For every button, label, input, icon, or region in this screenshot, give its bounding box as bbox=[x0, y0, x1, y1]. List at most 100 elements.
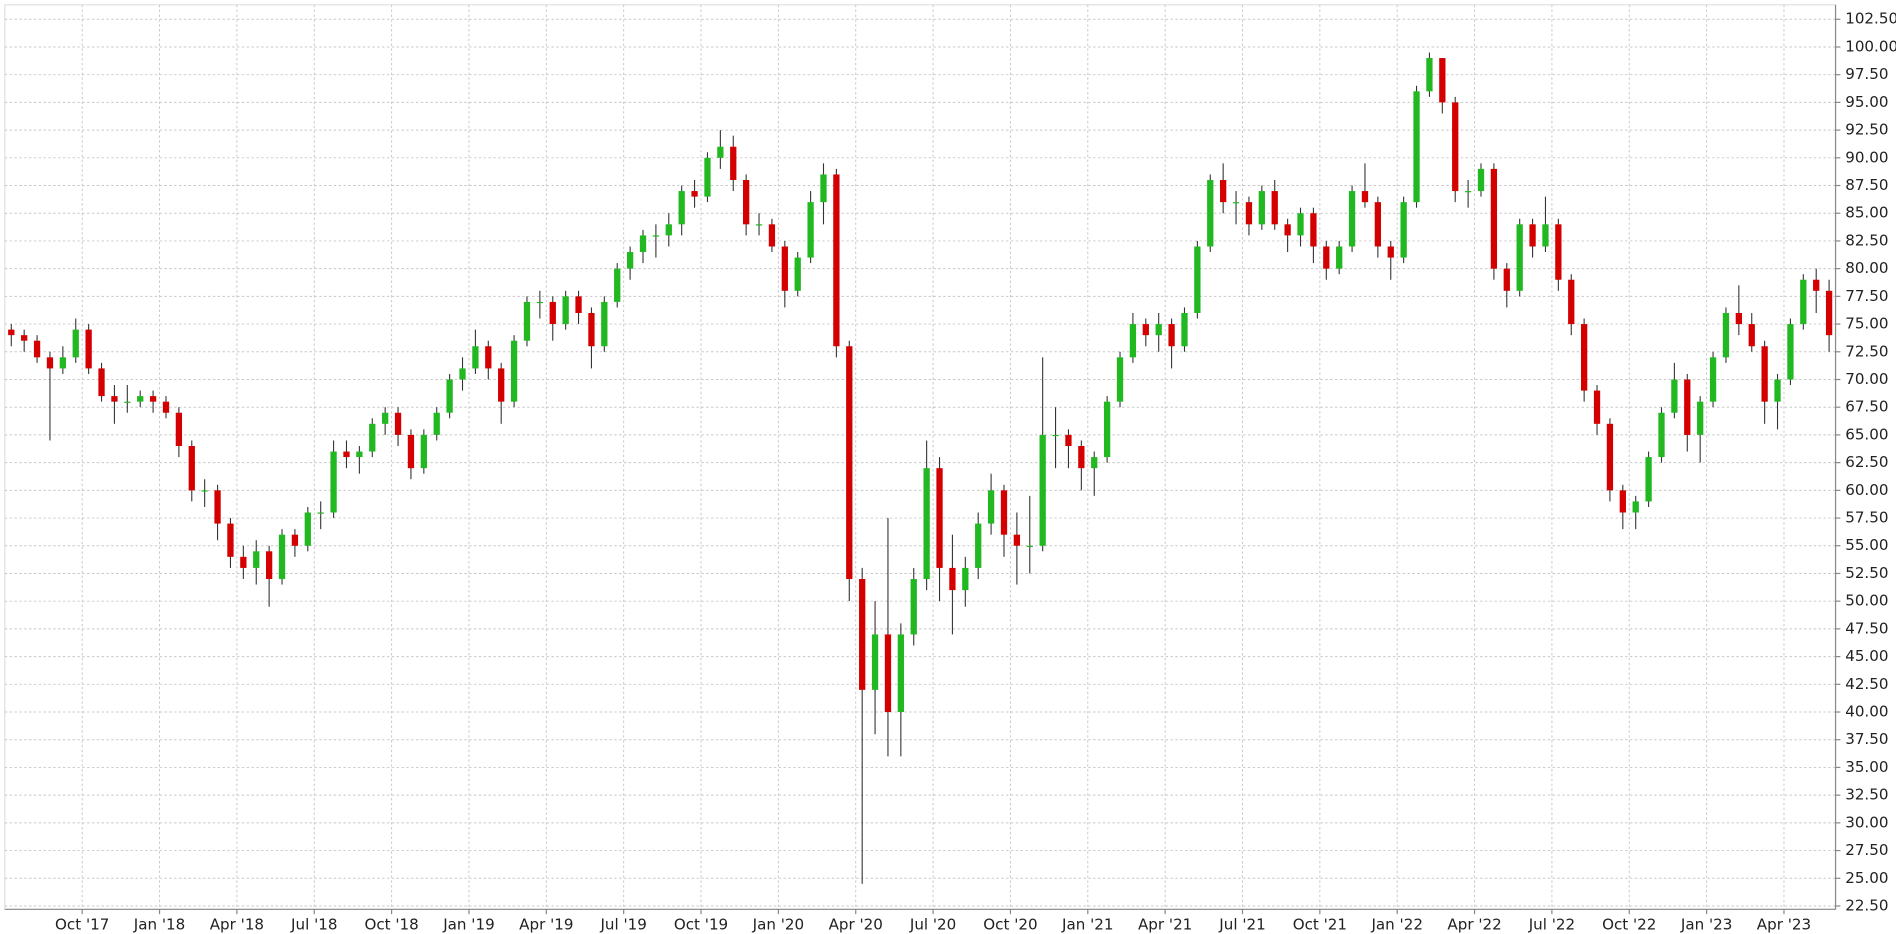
candle-body bbox=[1129, 324, 1137, 358]
candle-body bbox=[1477, 168, 1485, 192]
y-tick-label: 25.00 bbox=[1845, 869, 1888, 887]
candle-body bbox=[1825, 290, 1833, 336]
candle-body bbox=[72, 329, 79, 358]
candle-body bbox=[498, 368, 505, 402]
candle-body bbox=[1271, 191, 1278, 225]
candle-body bbox=[704, 157, 711, 197]
candle-body bbox=[1142, 324, 1149, 336]
x-tick-label: Jul '21 bbox=[1218, 916, 1265, 934]
candle-body bbox=[910, 579, 917, 635]
candle-body bbox=[987, 490, 995, 524]
x-tick-label: Jan '23 bbox=[1680, 916, 1732, 934]
candle-body bbox=[472, 346, 479, 369]
candle-body bbox=[278, 534, 286, 580]
candle-body bbox=[240, 556, 247, 568]
candle-body bbox=[317, 512, 324, 514]
y-tick-label: 50.00 bbox=[1845, 592, 1888, 610]
candle-body bbox=[265, 551, 273, 580]
candle-body bbox=[1155, 324, 1162, 336]
y-tick-label: 87.50 bbox=[1845, 176, 1888, 194]
candle-body bbox=[214, 490, 221, 524]
candle-body bbox=[291, 534, 299, 546]
y-tick-label: 92.50 bbox=[1845, 121, 1888, 139]
candle-body bbox=[459, 368, 466, 380]
candle-body bbox=[111, 396, 118, 402]
candle-body bbox=[1800, 279, 1807, 325]
candle-body bbox=[1310, 213, 1317, 247]
y-tick-label: 95.00 bbox=[1845, 93, 1888, 111]
candle-body bbox=[601, 301, 608, 347]
x-tick-label: Jul '19 bbox=[599, 916, 646, 934]
y-tick-label: 55.00 bbox=[1845, 536, 1888, 554]
candle-body bbox=[1503, 268, 1510, 291]
x-tick-label: Jul '20 bbox=[909, 916, 956, 934]
candle-body bbox=[1606, 423, 1614, 491]
x-tick-label: Oct '21 bbox=[1293, 916, 1347, 934]
candle-body bbox=[1568, 279, 1575, 325]
candle-body bbox=[188, 446, 195, 491]
candle-body bbox=[1684, 379, 1691, 435]
y-tick-label: 100.00 bbox=[1845, 37, 1896, 55]
candle-body bbox=[1361, 191, 1369, 203]
candle-body bbox=[742, 179, 750, 225]
candle-body bbox=[149, 396, 157, 402]
candle-body bbox=[652, 235, 660, 237]
candle-body bbox=[871, 634, 879, 690]
candle-body bbox=[1426, 58, 1433, 92]
candle-body bbox=[1580, 324, 1588, 391]
candle-body bbox=[884, 634, 892, 713]
candle-body bbox=[626, 252, 634, 269]
candle-body bbox=[1464, 191, 1472, 193]
candle-body bbox=[1761, 346, 1768, 402]
x-tick-label: Oct '19 bbox=[674, 916, 728, 934]
candle-body bbox=[1542, 224, 1549, 247]
y-tick-label: 52.50 bbox=[1845, 564, 1888, 582]
y-tick-label: 62.50 bbox=[1845, 453, 1888, 471]
candle-body bbox=[665, 224, 672, 236]
y-tick-label: 85.00 bbox=[1845, 204, 1888, 222]
candle-body bbox=[1116, 357, 1124, 402]
candle-body bbox=[730, 146, 737, 180]
candle-body bbox=[691, 191, 698, 197]
x-tick-label: Jan '22 bbox=[1370, 916, 1422, 934]
candle-body bbox=[1490, 168, 1498, 269]
y-tick-label: 75.00 bbox=[1845, 315, 1888, 333]
x-tick-label: Jul '22 bbox=[1528, 916, 1575, 934]
candle-body bbox=[614, 268, 621, 302]
candle-body bbox=[1529, 224, 1536, 247]
x-tick-label: Apr '22 bbox=[1447, 916, 1501, 934]
x-tick-label: Apr '18 bbox=[210, 916, 264, 934]
candle-body bbox=[85, 329, 92, 369]
candle-body bbox=[1181, 312, 1188, 347]
candle-body bbox=[8, 329, 15, 336]
candle-body bbox=[1000, 490, 1008, 535]
candle-body bbox=[768, 224, 776, 247]
x-tick-label: Apr '20 bbox=[829, 916, 883, 934]
candle-body bbox=[1207, 179, 1214, 247]
candle-body bbox=[536, 301, 544, 304]
candle-body bbox=[46, 357, 54, 369]
y-tick-label: 30.00 bbox=[1845, 813, 1888, 831]
x-tick-label: Oct '17 bbox=[55, 916, 109, 934]
x-tick-label: Jan '18 bbox=[133, 916, 185, 934]
x-tick-label: Oct '20 bbox=[983, 916, 1037, 934]
x-tick-label: Apr '19 bbox=[519, 916, 573, 934]
candle-body bbox=[227, 523, 234, 557]
candle-body bbox=[820, 174, 827, 203]
y-tick-label: 22.50 bbox=[1845, 896, 1888, 914]
y-tick-label: 45.00 bbox=[1845, 647, 1888, 665]
x-tick-label: Jan '21 bbox=[1061, 916, 1113, 934]
candle-body bbox=[1374, 202, 1382, 247]
plot-area bbox=[4, 4, 1837, 910]
candle-body bbox=[1194, 246, 1201, 313]
candle-body bbox=[1026, 545, 1033, 547]
y-tick-label: 32.50 bbox=[1845, 786, 1888, 804]
x-tick-label: Oct '18 bbox=[364, 916, 418, 934]
x-tick-label: Jan '20 bbox=[752, 916, 804, 934]
y-tick-label: 82.50 bbox=[1845, 231, 1888, 249]
candle-body bbox=[510, 340, 518, 402]
y-tick-label: 80.00 bbox=[1845, 259, 1888, 277]
candle-body bbox=[1052, 434, 1059, 437]
candle-body bbox=[420, 434, 427, 469]
